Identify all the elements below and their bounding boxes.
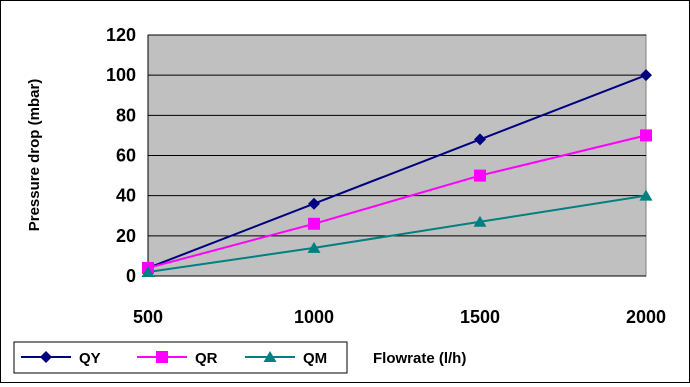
legend-marker-qr <box>156 351 168 363</box>
series-lines <box>147 74 647 273</box>
legend-marker-qy <box>40 351 52 363</box>
legend: QY QR QM <box>13 341 348 374</box>
legend-label-qr: QR <box>195 350 218 367</box>
legend-label-qy: QY <box>79 350 101 367</box>
data-point-qm <box>639 189 653 201</box>
data-point-qr <box>308 217 320 230</box>
y-axis-title: Pressure drop (mbar) <box>26 79 43 232</box>
x-tick-label: 500 <box>133 307 163 327</box>
data-point-qm <box>141 265 155 277</box>
x-axis-title: Flowrate (l/h) <box>373 350 466 367</box>
series-markers <box>141 69 653 277</box>
y-tick-label: 0 <box>126 266 136 286</box>
series-line-qm <box>147 194 647 273</box>
y-tick-label: 40 <box>116 186 136 206</box>
series-line-qy <box>147 74 647 269</box>
legend-label-qm: QM <box>303 350 327 367</box>
data-point-qy <box>640 69 652 82</box>
x-tick-label: 2000 <box>626 307 666 327</box>
data-point-qy <box>308 197 320 210</box>
y-tick-label: 80 <box>116 105 136 125</box>
y-tick-label: 60 <box>116 146 136 166</box>
y-tick-label: 100 <box>106 65 136 85</box>
axes <box>147 35 646 277</box>
x-tick-label: 1000 <box>294 307 334 327</box>
data-point-qy <box>474 133 486 146</box>
x-tick-labels: 500 1000 1500 2000 <box>133 307 666 327</box>
data-point-qm <box>473 215 487 227</box>
y-tick-label: 120 <box>106 25 136 45</box>
legend-marker-qm <box>263 351 277 362</box>
data-point-qm <box>307 241 321 253</box>
data-point-qr <box>640 129 652 142</box>
data-point-qr <box>474 169 486 182</box>
y-tick-labels: 0 20 40 60 80 100 120 <box>106 25 136 286</box>
y-tick-label: 20 <box>116 226 136 246</box>
x-tick-label: 1500 <box>460 307 500 327</box>
series-line-qr <box>147 134 647 269</box>
